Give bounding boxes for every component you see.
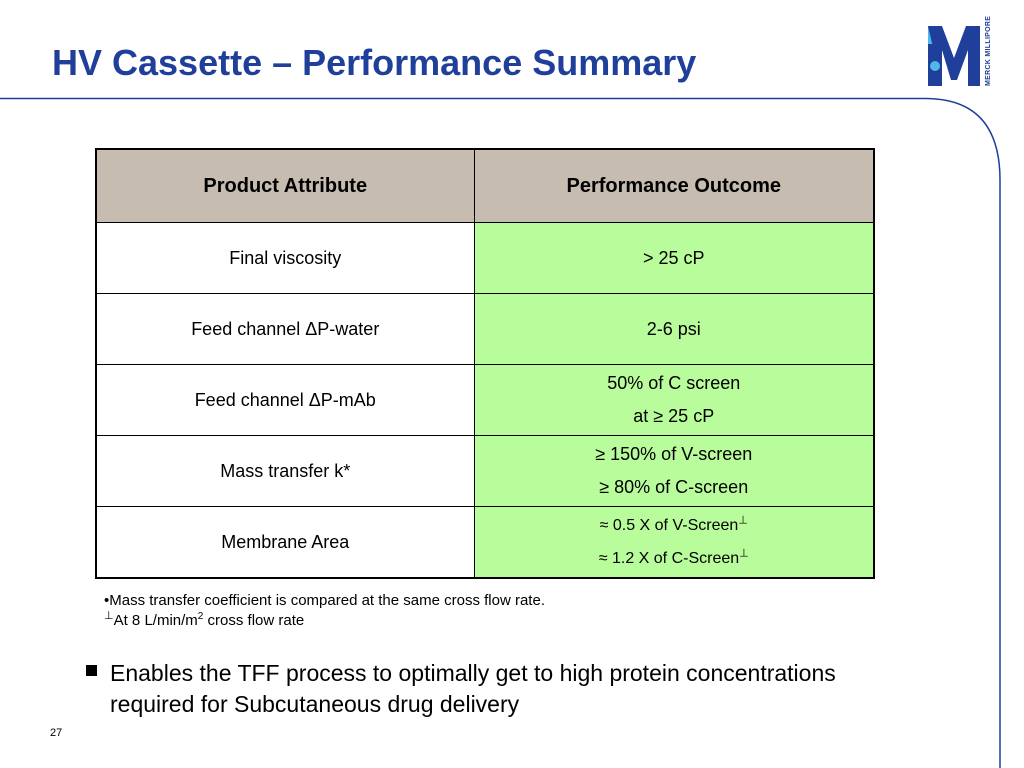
footnote-superscript: 2 xyxy=(197,611,204,622)
outcome-text: > 25 cP xyxy=(642,247,705,268)
attribute-cell: Mass transfer k* xyxy=(95,435,475,507)
header-product-attribute: Product Attribute xyxy=(95,148,475,223)
table-header-row: Product Attribute Performance Outcome xyxy=(95,148,875,223)
outcome-cell: ≥ 150% of V-screen ≥ 80% of C-screen xyxy=(473,435,875,507)
bullet-line1: Enables the TFF process to optimally get… xyxy=(110,660,836,686)
bullet-point: Enables the TFF process to optimally get… xyxy=(86,658,946,720)
table-row: Final viscosity > 25 cP xyxy=(95,222,875,294)
footnote-mark: ⊥ xyxy=(104,610,114,622)
bullet-line2: required for Subcutaneous drug delivery xyxy=(110,691,520,717)
table-row: Membrane Area ≈ 0.5 X of V-Screen⊥ ≈ 1.2… xyxy=(95,506,875,579)
footnotes: •Mass transfer coefficient is compared a… xyxy=(104,591,545,631)
table-row: Feed channel ΔP-water 2-6 psi xyxy=(95,293,875,365)
footnote-text-end: cross flow rate xyxy=(203,612,305,629)
outcome-value: ≈ 0.5 X of V-Screen xyxy=(599,517,739,534)
outcome-value: ≈ 1.2 X of C-Screen xyxy=(598,550,740,567)
footnote-mass-transfer: •Mass transfer coefficient is compared a… xyxy=(104,592,545,609)
logo-wordmark: MERCK MILLIPORE xyxy=(985,15,992,86)
page-title: HV Cassette – Performance Summary xyxy=(52,42,697,83)
outcome-cell: ≈ 0.5 X of V-Screen⊥ ≈ 1.2 X of C-Screen… xyxy=(473,506,875,579)
square-bullet-icon xyxy=(86,665,97,676)
outcome-text-line2: at ≥ 25 cP xyxy=(633,406,715,426)
footnote-mark: ⊥ xyxy=(739,547,749,560)
outcome-text-line2: ≥ 80% of C-screen xyxy=(599,477,749,497)
outcome-text-line1: ≥ 150% of V-screen xyxy=(595,444,753,464)
attribute-cell: Membrane Area xyxy=(95,506,475,579)
outcome-cell: 50% of C screen at ≥ 25 cP xyxy=(473,364,875,436)
table-row: Feed channel ΔP-mAb 50% of C screen at ≥… xyxy=(95,364,875,436)
footnote-mark: ⊥ xyxy=(738,514,748,527)
page-number: 27 xyxy=(50,727,63,739)
attribute-cell: Feed channel ΔP-mAb xyxy=(95,364,475,436)
footnote-cross-flow: ⊥At 8 L/min/m2 cross flow rate xyxy=(104,611,545,631)
attribute-cell: Final viscosity xyxy=(95,222,475,294)
outcome-text-line2: ≈ 1.2 X of C-Screen⊥ xyxy=(475,542,874,575)
merck-millipore-m-logo-icon xyxy=(928,26,980,86)
outcome-cell: > 25 cP xyxy=(473,222,875,294)
performance-table: Product Attribute Performance Outcome Fi… xyxy=(95,148,875,579)
outcome-cell: 2-6 psi xyxy=(473,293,875,365)
table-row: Mass transfer k* ≥ 150% of V-screen ≥ 80… xyxy=(95,435,875,507)
footnote-text: At 8 L/min/m xyxy=(113,612,198,629)
outcome-text-line1: 50% of C screen xyxy=(607,373,741,393)
outcome-text-line1: ≈ 0.5 X of V-Screen⊥ xyxy=(475,509,874,542)
header-performance-outcome: Performance Outcome xyxy=(473,148,875,223)
outcome-text: 2-6 psi xyxy=(646,318,701,339)
attribute-cell: Feed channel ΔP-water xyxy=(95,293,475,365)
